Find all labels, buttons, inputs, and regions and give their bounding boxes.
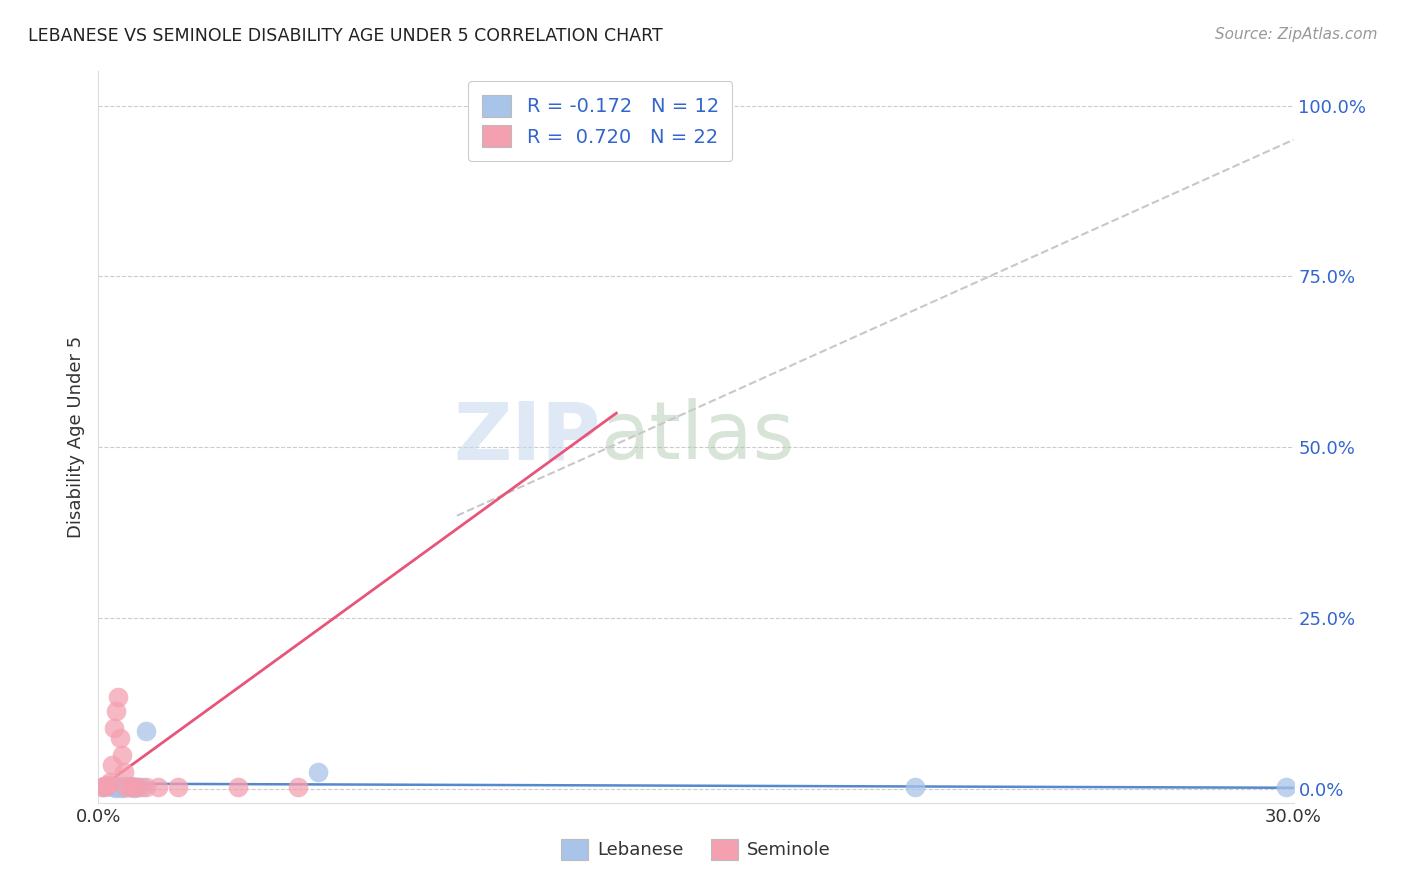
Point [120, 780, 142, 794]
Point [135, 724, 157, 739]
Point [96, 779, 118, 793]
Point [91, 780, 114, 794]
Point [93, 780, 115, 794]
Point [111, 780, 134, 795]
Point [307, 765, 329, 780]
Point [103, 721, 125, 735]
Point [97, 778, 120, 792]
Point [111, 747, 134, 762]
Point [117, 780, 139, 794]
Point [107, 780, 129, 794]
Text: LEBANESE VS SEMINOLE DISABILITY AGE UNDER 5 CORRELATION CHART: LEBANESE VS SEMINOLE DISABILITY AGE UNDE… [28, 27, 662, 45]
Point [124, 780, 146, 794]
Y-axis label: Disability Age Under 5: Disability Age Under 5 [66, 336, 84, 538]
Point [115, 780, 138, 794]
Point [131, 780, 153, 794]
Text: ZIP: ZIP [453, 398, 600, 476]
Point [127, 780, 149, 794]
Point [101, 780, 124, 794]
Point [148, 780, 170, 794]
Point [112, 780, 135, 794]
Point [110, 780, 132, 794]
Point [135, 780, 157, 794]
Point [124, 780, 146, 795]
Point [110, 731, 132, 745]
Point [121, 780, 143, 794]
Point [127, 780, 149, 794]
Text: Source: ZipAtlas.com: Source: ZipAtlas.com [1215, 27, 1378, 42]
Point [105, 704, 128, 718]
Point [93, 780, 115, 794]
Legend: Lebanese, Seminole: Lebanese, Seminole [554, 831, 838, 867]
Point [226, 780, 249, 794]
Point [1274, 780, 1296, 794]
Point [97, 779, 120, 793]
Point [107, 690, 129, 704]
Point [287, 780, 309, 794]
Point [665, 98, 688, 112]
Point [101, 758, 124, 772]
Point [167, 780, 190, 794]
Text: atlas: atlas [600, 398, 794, 476]
Point [904, 780, 927, 794]
Point [98, 775, 122, 789]
Point [115, 779, 138, 793]
Point [112, 765, 135, 780]
Point [105, 780, 128, 795]
Point [120, 780, 142, 794]
